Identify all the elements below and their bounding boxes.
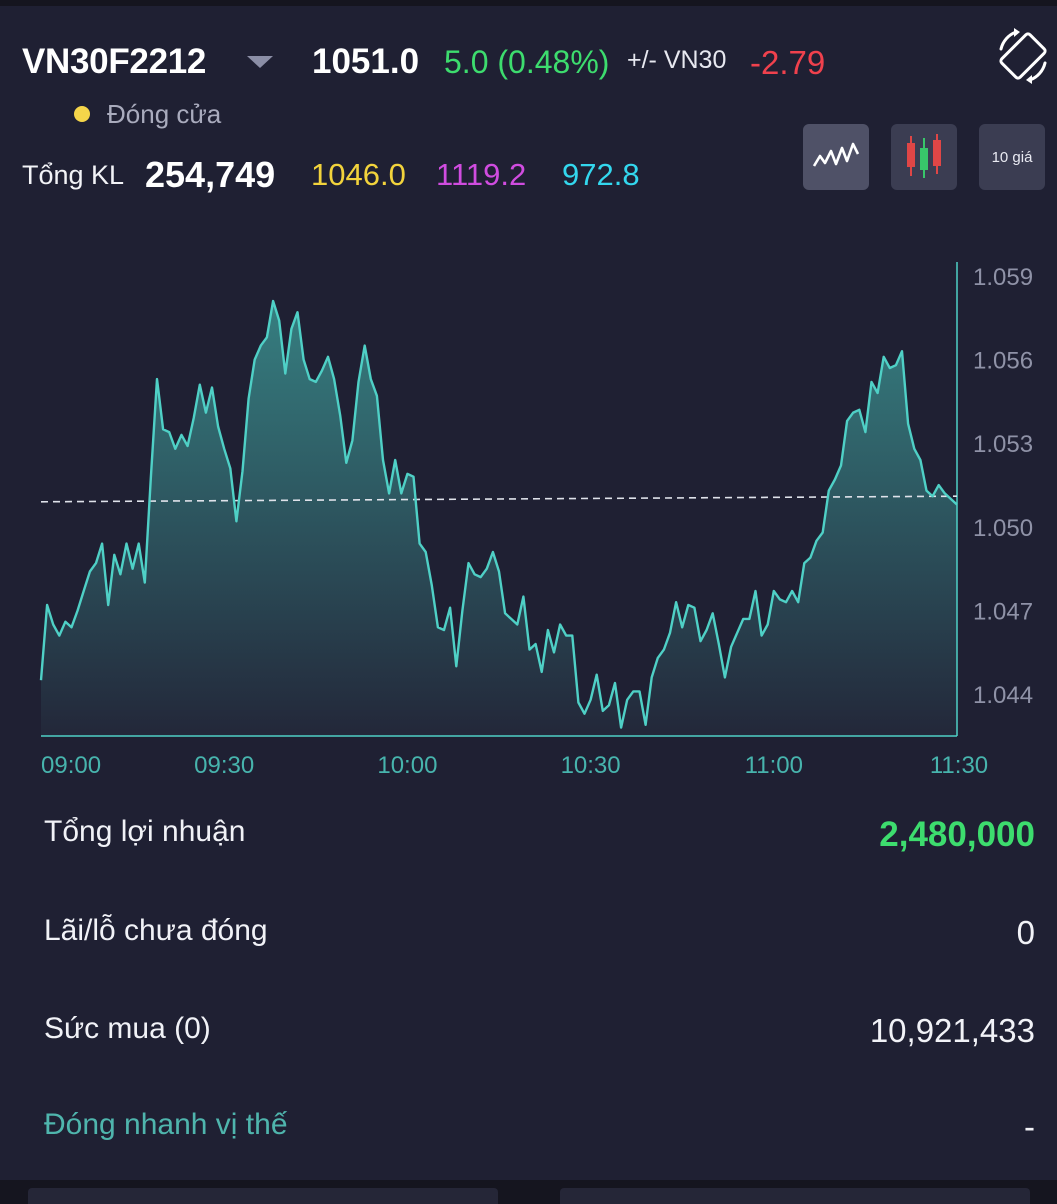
line-chart-icon	[812, 142, 860, 167]
reference-line	[40, 495, 958, 503]
y-tick-label: 1.050	[973, 515, 1033, 542]
y-tick-label: 1.056	[973, 348, 1033, 375]
last-price: 1051.0	[312, 42, 420, 81]
screen-rotate-icon[interactable]	[990, 23, 1056, 89]
total-volume: 254,749	[145, 154, 276, 195]
top-status-band	[0, 0, 1057, 6]
reference-price: 1046.0	[311, 157, 406, 192]
ceiling-price: 1119.2	[436, 157, 527, 192]
y-tick-label: 1.047	[973, 599, 1033, 626]
price-line	[39, 299, 958, 729]
x-tick-label: 10:30	[561, 752, 621, 779]
floor-price: 972.8	[562, 157, 640, 192]
symbol-name[interactable]: VN30F2212	[22, 42, 207, 81]
price-area-fill	[41, 301, 957, 736]
market-status-dot	[74, 106, 90, 122]
y-tick-label: 1.059	[973, 264, 1033, 291]
ten-prices-button[interactable]: 10 giá	[979, 124, 1045, 190]
x-tick-label: 09:00	[41, 752, 101, 779]
quick-close-value: -	[1024, 1108, 1035, 1145]
x-tick-label: 09:30	[194, 752, 254, 779]
candlestick-button[interactable]	[891, 124, 957, 190]
buying-power-value: 10,921,433	[869, 1012, 1035, 1049]
candlestick-icon	[907, 134, 941, 178]
unrealized-pl-label: Lãi/lỗ chưa đóng	[44, 914, 268, 947]
bottom-nav-band	[0, 1180, 1057, 1204]
intraday-price-chart: 1.059 1.056 1.053 1.050 1.047 1.044 09:00 09:3…	[39, 262, 1033, 779]
quick-close-position[interactable]: Đóng nhanh vị thế	[44, 1108, 288, 1141]
market-status: Đóng cửa	[107, 99, 222, 129]
line-chart-button[interactable]	[803, 124, 869, 190]
y-tick-label: 1.053	[973, 431, 1033, 458]
y-tick-label: 1.044	[973, 682, 1033, 709]
x-tick-label: 10:00	[377, 752, 437, 779]
x-tick-label: 11:00	[745, 752, 803, 779]
total-volume-label: Tổng KL	[22, 160, 125, 190]
total-profit-label: Tổng lợi nhuận	[44, 815, 246, 848]
x-tick-label: 11:30	[930, 752, 988, 779]
total-profit-value: 2,480,000	[879, 815, 1035, 854]
basis-label: +/- VN30	[627, 46, 727, 74]
buying-power-label: Sức mua (0)	[44, 1012, 211, 1045]
basis-value: -2.79	[750, 44, 826, 81]
chevron-down-icon[interactable]	[247, 56, 273, 68]
unrealized-pl-value: 0	[1016, 914, 1035, 951]
price-change: 5.0 (0.48%)	[444, 44, 610, 80]
